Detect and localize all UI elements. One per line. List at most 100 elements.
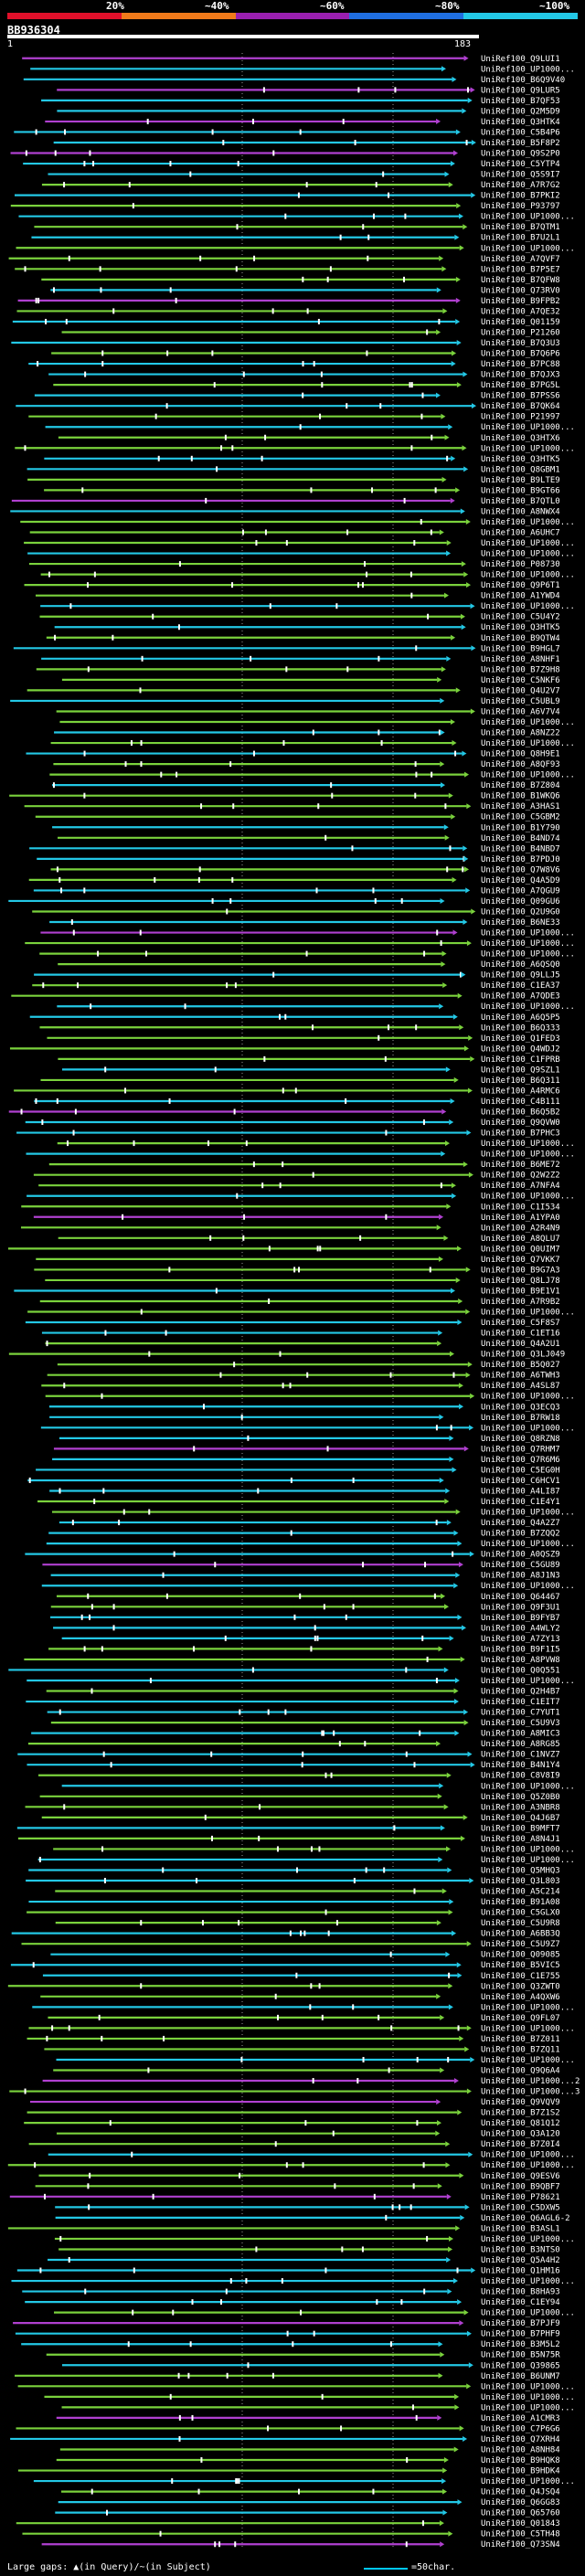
hit-label: UniRef100_UP1000... xyxy=(481,2161,575,2170)
hit-arrow xyxy=(441,2488,447,2495)
gap-marker xyxy=(245,2278,248,2284)
hit-arrow xyxy=(461,561,466,567)
hit-arrow xyxy=(438,1646,443,1652)
hit-label: UniRef100_B6NE33 xyxy=(481,918,560,928)
gap-marker xyxy=(302,1751,304,1757)
gap-marker xyxy=(290,1530,292,1536)
hit-arrow xyxy=(445,1140,451,1147)
hit-label: UniRef100_UP1000... xyxy=(481,950,575,959)
gap-marker xyxy=(178,2435,181,2442)
hit-row: UniRef100_P78621 xyxy=(9,2193,560,2202)
gap-marker xyxy=(312,1171,314,1178)
gap-marker xyxy=(133,2267,135,2274)
identity-color-scale xyxy=(7,13,578,19)
gap-marker xyxy=(383,1867,386,1873)
gap-marker xyxy=(100,287,102,293)
gap-marker xyxy=(101,1846,104,1852)
hit-row: UniRef100_B91A08 xyxy=(28,1898,560,1907)
hit-arrow xyxy=(439,529,444,535)
gap-marker xyxy=(20,1108,23,1115)
gap-marker xyxy=(385,2214,388,2221)
gap-marker xyxy=(200,2457,203,2464)
hit-arrow xyxy=(439,1214,444,1220)
gap-marker xyxy=(140,1983,143,1989)
hit-label: UniRef100_B9E1V1 xyxy=(481,1287,560,1296)
hit-label: UniRef100_Q9LUR5 xyxy=(481,86,560,95)
hit-row: UniRef100_Q3A120 xyxy=(56,2130,560,2139)
hit-label: UniRef100_A7QDE3 xyxy=(481,992,560,1002)
hit-arrow xyxy=(470,1055,475,1062)
hit-arrow xyxy=(467,1362,473,1368)
hit-row: UniRef100_C5U9Z7 xyxy=(21,1940,560,1949)
hit-label: UniRef100_P08730 xyxy=(481,560,560,569)
hit-row: UniRef100_Q0Q551 xyxy=(8,1666,560,1675)
hit-label: UniRef100_Q9SZL1 xyxy=(481,1065,560,1075)
hit-row: UniRef100_C4B111 xyxy=(34,1097,560,1107)
hit-row: UniRef100_UP1000... xyxy=(45,1393,575,1402)
hit-row: UniRef100_B9E1V1 xyxy=(14,1287,560,1296)
gap-marker xyxy=(276,1846,279,1852)
hit-row: UniRef100_C1NVZ7 xyxy=(17,1751,560,1760)
hit-label: UniRef100_Q3A120 xyxy=(481,2130,560,2139)
gap-marker xyxy=(426,2235,429,2242)
gap-marker xyxy=(103,1878,106,1884)
gap-marker xyxy=(284,213,287,219)
hit-arrow xyxy=(466,1129,472,1136)
hit-arrow xyxy=(445,1066,451,1073)
hit-arrow xyxy=(455,487,461,493)
hit-row: UniRef100_A3NBR8 xyxy=(25,1803,560,1812)
gap-marker xyxy=(24,266,27,272)
hit-label: UniRef100_C5DXW5 xyxy=(481,2203,560,2212)
hit-row: UniRef100_B7QTM1 xyxy=(34,223,560,232)
hit-label: UniRef100_A4QXW6 xyxy=(481,1993,560,2002)
gap-marker xyxy=(229,897,232,904)
hit-row: UniRef100_B9HQK8 xyxy=(56,2456,560,2465)
gap-marker xyxy=(71,1520,74,1526)
hit-arrow xyxy=(471,139,476,145)
hit-arrow xyxy=(438,1330,443,1336)
hit-label: UniRef100_B3ASL1 xyxy=(481,2224,560,2233)
gap-marker xyxy=(34,2162,37,2168)
hit-row: UniRef100_Q4A2U1 xyxy=(45,1340,560,1349)
gap-marker xyxy=(373,2193,376,2200)
hit-arrow xyxy=(463,1720,469,1726)
gap-marker xyxy=(214,1562,217,1568)
hit-row: UniRef100_C5GBM2 xyxy=(35,813,560,822)
hit-label: UniRef100_Q3LJ049 xyxy=(481,1351,565,1360)
hit-row: UniRef100_C5GU89 xyxy=(42,1561,560,1570)
hit-row: UniRef100_B7PJF9 xyxy=(13,2319,560,2328)
gap-marker xyxy=(261,455,263,461)
hit-row: UniRef100_Q9S2P0 xyxy=(10,150,560,159)
gap-marker xyxy=(422,1119,425,1126)
hit-arrow xyxy=(440,761,445,768)
hit-arrow xyxy=(452,876,457,883)
gap-marker xyxy=(139,687,142,694)
hit-row: UniRef100_Q7W8V6 xyxy=(50,865,560,875)
gap-marker xyxy=(101,1646,103,1652)
hit-arrow xyxy=(469,1425,474,1431)
gap-marker xyxy=(423,950,426,957)
hit-arrow xyxy=(448,2246,453,2253)
gap-marker xyxy=(364,1741,367,1747)
gap-marker xyxy=(334,2183,336,2189)
hit-arrow xyxy=(443,1235,449,1241)
hit-arrow xyxy=(452,350,457,356)
gap-marker xyxy=(90,1688,93,1694)
gap-marker xyxy=(109,2120,112,2126)
hit-row: UniRef100_C5GLX0 xyxy=(27,1909,560,1918)
gap-marker xyxy=(63,1804,66,1810)
gap-marker xyxy=(70,919,73,926)
hit-arrow xyxy=(468,2362,473,2369)
hit-row: UniRef100_B7Q6P6 xyxy=(51,350,560,359)
hit-label: UniRef100_B7QK64 xyxy=(481,402,560,411)
hit-arrow xyxy=(457,1614,463,1620)
hit-label: UniRef100_Q4A2U1 xyxy=(481,1340,560,1349)
hit-label: UniRef100_UP1000... xyxy=(481,1509,575,1518)
hit-row: UniRef100_B7PG5L xyxy=(53,381,560,390)
gap-marker xyxy=(247,1435,250,1441)
hit-row: UniRef100_Q09GU6 xyxy=(8,897,560,906)
gap-marker xyxy=(420,518,422,525)
hit-label: UniRef100_C5U4Y2 xyxy=(481,613,560,622)
gap-marker xyxy=(388,192,390,198)
hit-arrow xyxy=(463,866,469,873)
